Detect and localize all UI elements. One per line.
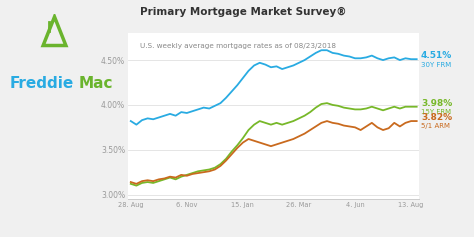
Text: 15Y FRM: 15Y FRM <box>421 109 451 115</box>
Text: Freddie: Freddie <box>9 76 74 91</box>
Text: 5/1 ARM: 5/1 ARM <box>421 123 450 129</box>
Text: 30Y FRM: 30Y FRM <box>421 63 451 68</box>
Text: Mac: Mac <box>78 76 113 91</box>
Text: 3.82%: 3.82% <box>421 113 452 122</box>
Text: 3.98%: 3.98% <box>421 99 452 108</box>
Text: U.S. weekly average mortgage rates as of 08/23/2018: U.S. weekly average mortgage rates as of… <box>140 43 336 49</box>
Text: Primary Mortgage Market Survey®: Primary Mortgage Market Survey® <box>140 7 346 17</box>
Text: 4.51%: 4.51% <box>421 51 452 60</box>
